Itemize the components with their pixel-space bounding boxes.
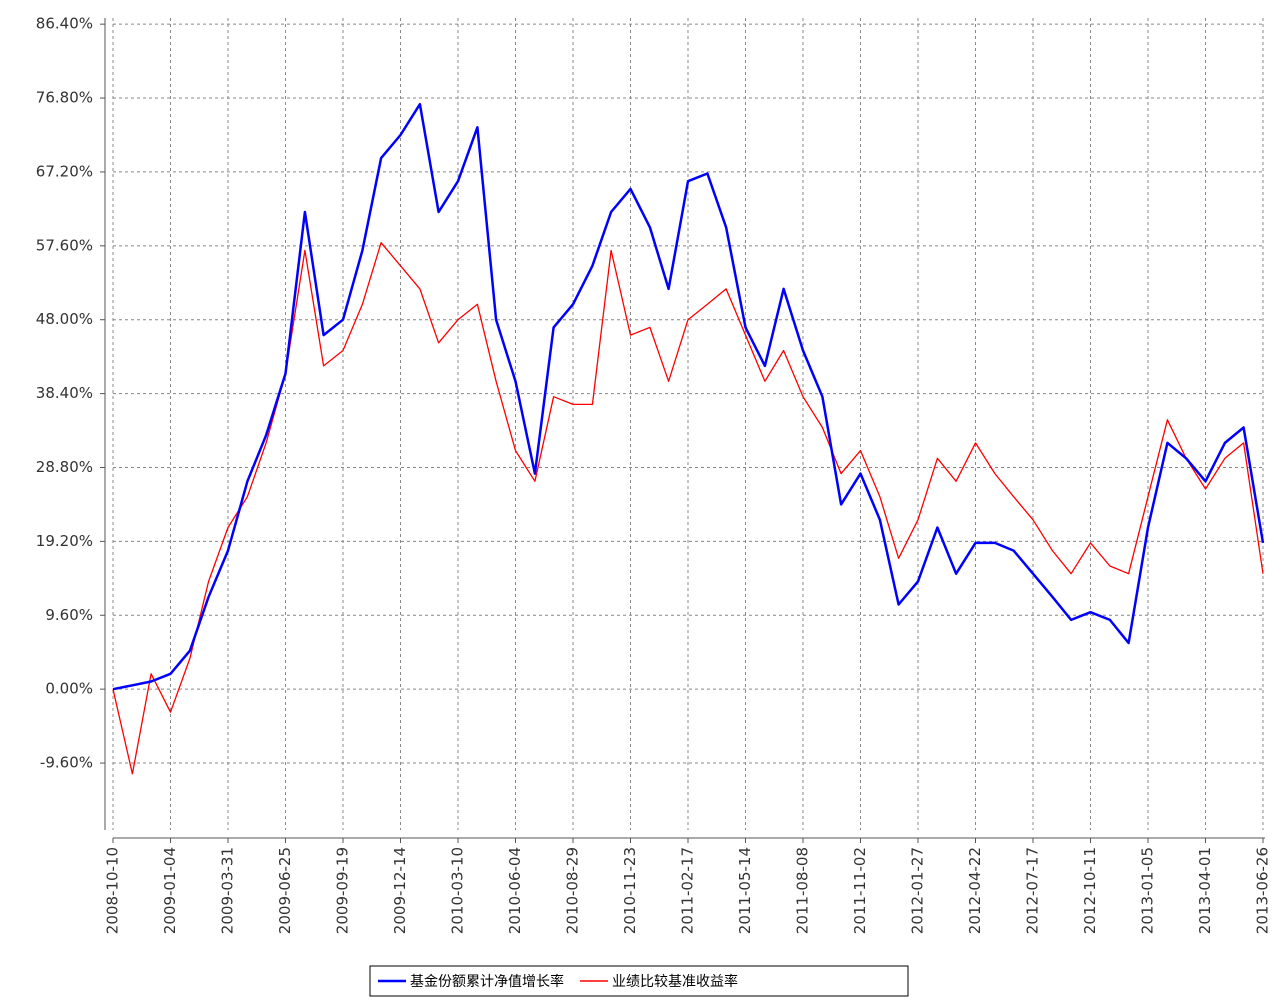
series-line <box>112 242 1264 775</box>
x-tick-label: 2009-06-25 <box>276 847 294 934</box>
y-tick-label: 28.80% <box>36 458 93 476</box>
x-tick-label: 2010-03-10 <box>448 847 466 934</box>
legend-label: 业绩比较基准收益率 <box>612 973 738 990</box>
y-tick-label: 67.20% <box>36 162 93 180</box>
x-tick-label: 2012-01-27 <box>908 847 926 934</box>
y-tick-label: 48.00% <box>36 310 93 328</box>
x-tick-label: 2012-07-17 <box>1023 847 1041 934</box>
x-tick-label: 2010-08-29 <box>563 847 581 934</box>
x-tick-label: 2011-05-14 <box>736 847 754 934</box>
x-tick-label: 2009-12-14 <box>391 847 409 934</box>
y-tick-label: 38.40% <box>36 384 93 402</box>
legend-label: 基金份额累计净值增长率 <box>410 973 564 990</box>
y-tick-label: 86.40% <box>36 15 93 33</box>
legend: 基金份额累计净值增长率 业绩比较基准收益率 <box>378 973 738 990</box>
x-tick-label: 2010-06-04 <box>506 847 524 934</box>
x-tick-label: 2009-09-19 <box>333 847 351 934</box>
x-tick-label: 2013-04-01 <box>1196 847 1214 934</box>
x-tick-label: 2011-11-02 <box>851 847 869 934</box>
y-tick-label: 0.00% <box>45 680 93 698</box>
y-tick-label: 57.60% <box>36 236 93 254</box>
y-tick-label: -9.60% <box>40 754 93 772</box>
x-tick-label: 2009-03-31 <box>218 847 236 934</box>
y-tick-label: 76.80% <box>36 89 93 107</box>
x-tick-label: 2009-01-04 <box>161 847 179 934</box>
x-tick-label: 2013-01-05 <box>1138 847 1156 934</box>
x-tick-label: 2011-02-17 <box>678 847 696 934</box>
y-tick-label: 9.60% <box>45 606 93 624</box>
plot-area <box>105 18 1265 830</box>
x-tick-label: 2013-06-26 <box>1253 847 1271 934</box>
series-line <box>112 102 1265 691</box>
x-tick-label: 2012-10-11 <box>1081 847 1099 934</box>
x-tick-label: 2008-10-10 <box>104 847 122 934</box>
x-tick-label: 2010-11-23 <box>621 847 639 934</box>
y-tick-label: 19.20% <box>36 532 93 550</box>
legend-box <box>369 965 909 997</box>
x-tick-label: 2011-08-08 <box>793 847 811 934</box>
x-tick-label: 2012-04-22 <box>966 847 984 934</box>
